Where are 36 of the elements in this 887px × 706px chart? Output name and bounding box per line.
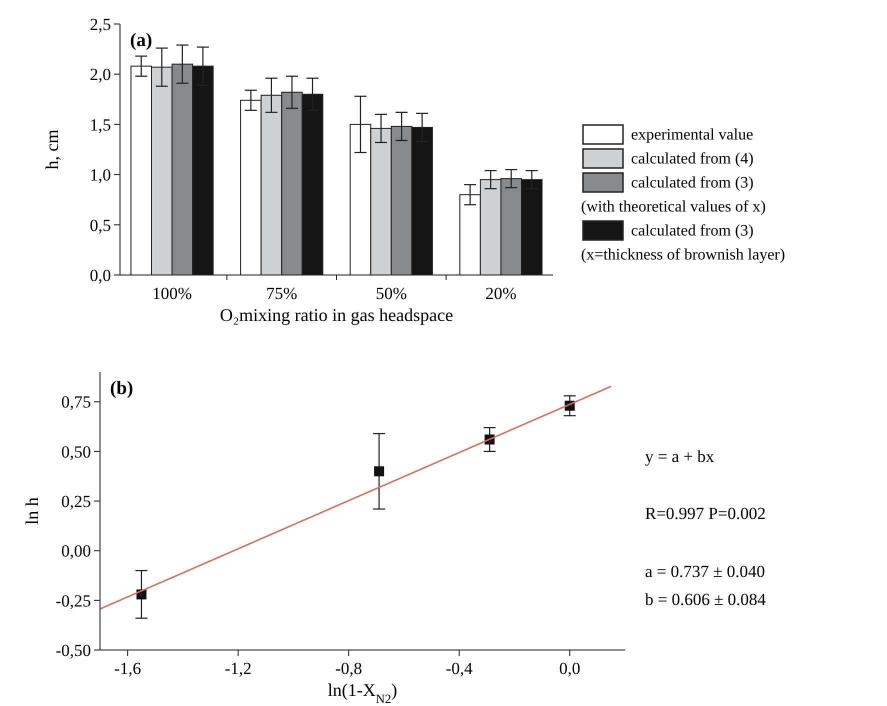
text: a = 0.737 ± 0.040: [645, 562, 765, 581]
y-tick-label: -0,50: [56, 640, 91, 660]
x-axis-title: O₂mixing ratio in gas headspace: [220, 305, 454, 325]
x-axis-title: ln(1-X$_{N2}$): [328, 680, 398, 706]
legend-label: calculated from (3) (with theoretical values of x): [581, 174, 766, 216]
x-tick-label: -1,6: [114, 659, 142, 678]
y-tick-label: 0,00: [61, 542, 91, 561]
x-tick-label: 20%: [485, 284, 517, 303]
y-tick-label: 0,50: [61, 442, 91, 462]
x-tick-label: -0,4: [446, 659, 474, 678]
x-tick-label: -1,2: [224, 659, 252, 678]
x-tick-label: 50%: [376, 284, 407, 303]
y-axis-title: h, cm: [42, 130, 62, 170]
text: y = a + bx: [645, 447, 715, 466]
annotation: (b): [110, 378, 134, 399]
x-tick-label: 0,0: [559, 659, 580, 678]
y-axis-title: ln h: [22, 497, 42, 525]
x-tick-label: 100%: [152, 284, 192, 303]
y-tick-label: 0,5: [90, 216, 111, 235]
y-tick-label: 0,75: [61, 392, 91, 412]
legend-label: experimental value: [631, 126, 754, 144]
y-tick-label: 0,0: [90, 266, 111, 285]
annotation: (a): [130, 30, 152, 51]
point: [374, 466, 384, 476]
x-tick-label: 75%: [266, 284, 298, 303]
y-tick-label: 2,5: [90, 14, 111, 34]
legend-label: calculated from (3) (x=thickness of brownish layer): [581, 222, 786, 264]
text: b = 0.606 ± 0.084: [645, 590, 766, 609]
y-tick-label: 2,0: [90, 65, 111, 84]
x-tick-label: -0,8: [335, 659, 362, 678]
text: R=0.997 P=0.002: [645, 504, 766, 523]
legend-label: calculated from (4): [631, 150, 754, 168]
y-tick-label: 1,0: [90, 166, 111, 185]
y-tick-label: -0,25: [56, 591, 91, 610]
y-tick-label: 0,25: [61, 492, 91, 512]
y-tick-label: 1,5: [90, 115, 111, 134]
